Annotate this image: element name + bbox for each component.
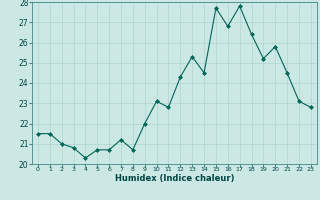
X-axis label: Humidex (Indice chaleur): Humidex (Indice chaleur) xyxy=(115,174,234,183)
